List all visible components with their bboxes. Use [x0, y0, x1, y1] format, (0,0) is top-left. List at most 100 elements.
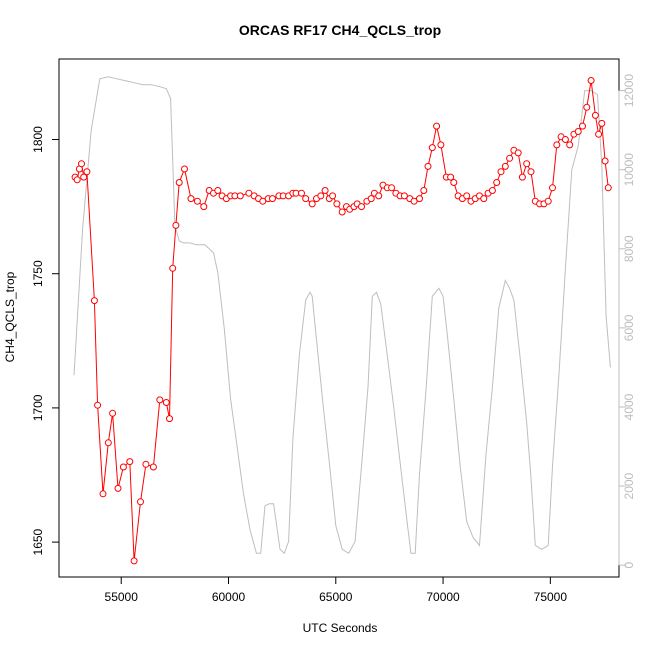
ch4-point [450, 179, 458, 186]
ch4-point [604, 184, 612, 192]
plot-frame [58, 58, 620, 578]
ch4-point [433, 122, 441, 130]
ch4-point [181, 165, 188, 173]
ch4-point [321, 187, 329, 194]
ch4-point [518, 173, 526, 181]
ch4-point [561, 136, 569, 143]
x-axis-label: UTC Seconds [303, 621, 378, 635]
ch4-point [553, 141, 561, 149]
ch4-point [90, 297, 98, 305]
ch4-point [259, 197, 267, 205]
ch4-point [214, 187, 222, 194]
ch4-point [488, 187, 496, 194]
x-tick-label: 70000 [426, 590, 460, 604]
ch4-point [137, 498, 144, 506]
y-axis-right: 0 2000 4000 6000 8000 10000 12000 [618, 74, 636, 568]
x-axis: 55000 60000 65000 70000 75000 [105, 576, 567, 604]
x-tick-label: 55000 [105, 590, 139, 604]
ch4-point [358, 203, 365, 211]
ch4-point [514, 149, 522, 157]
ch4-point [236, 192, 244, 200]
ch4-point [527, 168, 535, 176]
ch4-point [109, 409, 117, 417]
ch4-point [156, 396, 164, 404]
y2-tick-label: 12000 [622, 74, 636, 108]
x-tick-label: 65000 [319, 590, 353, 604]
ch4-point [544, 197, 552, 205]
ch4-point [104, 439, 112, 447]
ch4-point [126, 458, 134, 466]
ch4-point [400, 192, 408, 200]
ch4-point [493, 179, 501, 186]
ch4-point [169, 264, 177, 272]
ch4-point [375, 192, 383, 200]
chart-title: ORCAS RF17 CH4_QCLS_trop [239, 22, 441, 38]
ch4-point [298, 189, 305, 197]
ch4-point [333, 200, 341, 208]
ch4-point [80, 173, 88, 181]
ch4-point [193, 197, 201, 205]
ch4-points [71, 77, 612, 565]
ch4-point [579, 122, 586, 130]
ch4-point [114, 484, 122, 492]
ch4-point [501, 162, 509, 170]
ch4-point [410, 197, 418, 205]
ch4-point [329, 192, 337, 200]
ch4-point [302, 195, 310, 203]
ch4-point [338, 208, 346, 216]
ch4-point [480, 195, 488, 203]
ch4-point [99, 490, 107, 498]
ch4-point [73, 176, 81, 184]
y-tick-label: 1650 [31, 528, 45, 555]
ch4-point [566, 141, 574, 149]
y-axis-left: 1650 1700 1750 1800 [31, 126, 60, 555]
ch4-point [523, 160, 531, 168]
y2-tick-label: 4000 [622, 393, 636, 420]
ch4-point [587, 77, 595, 84]
ch4-point [317, 192, 325, 200]
ch4-point [447, 173, 455, 181]
ch4-point [367, 195, 375, 203]
ch4-point [416, 195, 423, 203]
ch4-point [166, 415, 173, 423]
ch4-point [549, 184, 556, 192]
y-tick-label: 1700 [31, 394, 45, 421]
y-tick-label: 1750 [31, 260, 45, 287]
ch4-point [269, 195, 276, 203]
y-tick-label: 1800 [31, 126, 45, 153]
ch4-point [424, 162, 432, 170]
y2-tick-label: 10000 [622, 153, 636, 187]
y-axis-label: CH4_QCLS_trop [3, 271, 17, 362]
ch4-point [142, 460, 150, 468]
ch4-point [172, 221, 180, 229]
ch4-point [595, 130, 603, 138]
ch4-point [308, 200, 316, 208]
ch4-point [463, 192, 471, 200]
ch4-point [598, 119, 606, 127]
ch4-point [119, 463, 127, 471]
ch4-point [187, 195, 195, 203]
ch4-point [245, 189, 253, 197]
y2-tick-label: 2000 [622, 472, 636, 499]
ch4-point [162, 399, 170, 406]
ch4-point [583, 103, 591, 111]
ch4-point [591, 111, 599, 119]
ch4-point [388, 184, 396, 192]
ch4-point [83, 168, 91, 176]
ch4-point [506, 154, 514, 162]
ch4-point [601, 157, 609, 165]
ch4-series-line [74, 80, 609, 561]
y2-tick-label: 8000 [622, 235, 636, 262]
ch4-point [437, 141, 445, 149]
ch4-point [94, 401, 102, 409]
y2-tick-label: 0 [622, 561, 636, 568]
ch4-point [175, 179, 183, 186]
ch4-point [497, 168, 505, 176]
ch4-point [130, 557, 138, 565]
ch4-point [78, 160, 85, 168]
series-layer [71, 76, 612, 565]
ch4-point [574, 128, 582, 135]
x-tick-label: 60000 [212, 590, 246, 604]
ch4-point [149, 463, 157, 471]
